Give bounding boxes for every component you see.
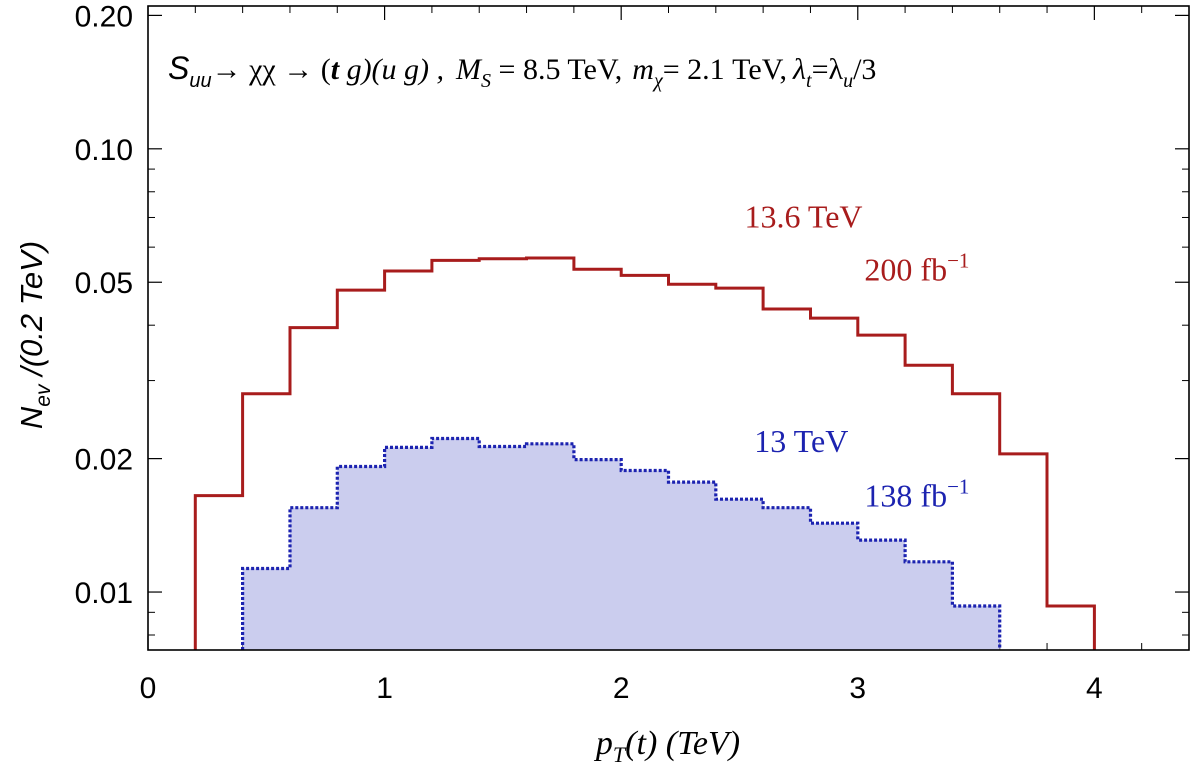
series-label-lumi: 138 fb−1 bbox=[864, 474, 969, 513]
x-tick-label: 1 bbox=[376, 672, 393, 705]
x-axis-label: pT(t) (TeV) bbox=[594, 725, 740, 767]
y-tick-label: 0.01 bbox=[75, 577, 133, 610]
y-axis-label: Nev /(0.2 TeV) bbox=[14, 241, 55, 429]
series-line bbox=[241, 436, 1002, 650]
x-tick-label: 2 bbox=[613, 672, 630, 705]
series-label-lumi: 200 fb−1 bbox=[864, 248, 969, 287]
plot-frame bbox=[147, 5, 1190, 651]
x-tick-label: 4 bbox=[1086, 672, 1103, 705]
y-tick-label: 0.10 bbox=[75, 134, 133, 167]
y-tick-label: 0.05 bbox=[75, 267, 133, 300]
series-fill bbox=[242, 438, 1000, 650]
y-tick-label: 0.20 bbox=[75, 0, 133, 33]
x-tick-label: 0 bbox=[140, 672, 157, 705]
series-label-energy: 13 TeV bbox=[754, 423, 848, 459]
series-line bbox=[193, 256, 1096, 650]
x-tick-label: 3 bbox=[849, 672, 866, 705]
y-tick-label: 0.02 bbox=[75, 444, 133, 477]
series-label-energy: 13.6 TeV bbox=[744, 198, 862, 234]
chart-title: Suu→ χχ → (t g)(u g) , MS = 8.5 TeV, mχ= 2… bbox=[168, 50, 876, 92]
